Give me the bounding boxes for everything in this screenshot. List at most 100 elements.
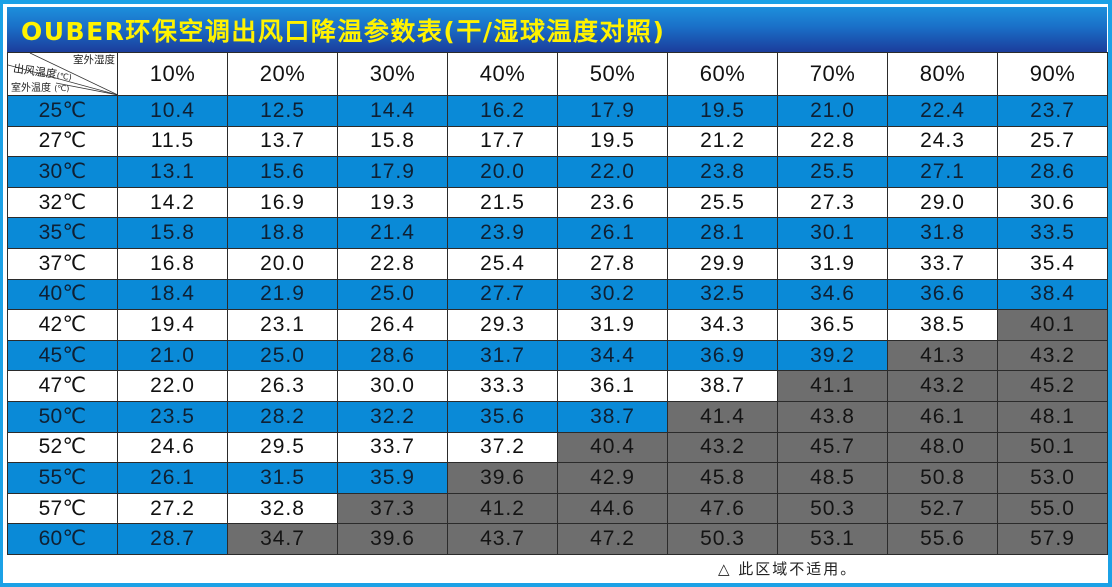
not-applicable-value-cell: 50.3 bbox=[777, 492, 888, 525]
table-row: 42℃ 19.4 23.1 26.4 29.3 31.9 34.3 36.5 38.5 40.1 bbox=[7, 309, 1108, 341]
footnote-not-applicable: △ 此区域不适用。 bbox=[718, 560, 858, 578]
outdoor-temperature-cell: 27℃ bbox=[7, 125, 118, 158]
title-bar: OUBER环保空调出风口降温参数表(干/湿球温度对照) bbox=[7, 7, 1107, 52]
outlet-temperature-cell: 23.8 bbox=[667, 156, 778, 188]
outlet-temperature-cell: 20.0 bbox=[447, 156, 558, 188]
outlet-temperature-cell: 27.3 bbox=[777, 186, 888, 219]
outlet-temperature-cell: 17.7 bbox=[447, 125, 558, 158]
humidity-header: 20% bbox=[227, 52, 338, 96]
page-title: OUBER环保空调出风口降温参数表(干/湿球温度对照) bbox=[21, 16, 666, 46]
outdoor-temperature-cell: 45℃ bbox=[7, 339, 118, 372]
outlet-temperature-cell: 25.0 bbox=[337, 278, 448, 311]
outlet-temperature-cell: 21.2 bbox=[667, 125, 778, 158]
not-applicable-value-cell: 39.6 bbox=[447, 462, 558, 494]
not-applicable-value-cell: 41.4 bbox=[667, 400, 778, 433]
humidity-header: 80% bbox=[887, 52, 998, 96]
outdoor-temperature-cell: 25℃ bbox=[7, 95, 118, 127]
not-applicable-value-cell: 53.0 bbox=[997, 462, 1108, 494]
outlet-temperature-cell: 16.2 bbox=[447, 95, 558, 127]
outlet-temperature-cell: 31.5 bbox=[227, 462, 338, 494]
outdoor-temperature-cell: 37℃ bbox=[7, 247, 118, 280]
outlet-temperature-cell: 14.2 bbox=[117, 186, 228, 219]
outdoor-humidity-label: 室外湿度 bbox=[73, 54, 115, 66]
outlet-temperature-cell: 21.9 bbox=[227, 278, 338, 311]
outlet-temperature-cell: 33.7 bbox=[887, 247, 998, 280]
table-row: 30℃ 13.1 15.6 17.9 20.0 22.0 23.8 25.5 27.1 28.6 bbox=[7, 156, 1108, 188]
outlet-temperature-cell: 33.7 bbox=[337, 431, 448, 464]
not-applicable-value-cell: 37.3 bbox=[337, 492, 448, 525]
outlet-temperature-cell: 25.5 bbox=[777, 156, 888, 188]
humidity-header: 10% bbox=[117, 52, 228, 96]
outlet-temperature-unit: (℃) bbox=[56, 71, 73, 83]
outdoor-temperature-text: 室外温度 bbox=[11, 83, 51, 94]
table-row: 50℃ 23.5 28.2 32.2 35.6 38.7 41.4 43.8 46.1 48.1 bbox=[7, 400, 1108, 433]
humidity-header: 40% bbox=[447, 52, 558, 96]
table-row: 52℃ 24.6 29.5 33.7 37.2 40.4 43.2 45.7 48.0 50.1 bbox=[7, 431, 1108, 464]
outlet-temperature-cell: 15.6 bbox=[227, 156, 338, 188]
not-applicable-value-cell: 52.7 bbox=[887, 492, 998, 525]
outlet-temperature-cell: 19.4 bbox=[117, 309, 228, 341]
outlet-temperature-cell: 25.5 bbox=[667, 186, 778, 219]
outlet-temperature-cell: 35.6 bbox=[447, 400, 558, 433]
outdoor-temperature-cell: 50℃ bbox=[7, 400, 118, 433]
outlet-temperature-cell: 30.0 bbox=[337, 370, 448, 402]
outlet-temperature-cell: 13.7 bbox=[227, 125, 338, 158]
not-applicable-value-cell: 41.2 bbox=[447, 492, 558, 525]
outlet-temperature-cell: 36.6 bbox=[887, 278, 998, 311]
outlet-temperature-cell: 33.3 bbox=[447, 370, 558, 402]
humidity-header: 50% bbox=[557, 52, 668, 96]
table-row: 60℃ 28.7 34.7 39.6 43.7 47.2 50.3 53.1 55.6 57.9 bbox=[7, 523, 1108, 555]
not-applicable-value-cell: 47.2 bbox=[557, 523, 668, 555]
outlet-temperature-cell: 22.0 bbox=[557, 156, 668, 188]
outlet-temperature-cell: 33.5 bbox=[997, 217, 1108, 249]
outlet-temperature-cell: 29.9 bbox=[667, 247, 778, 280]
outlet-temperature-cell: 21.5 bbox=[447, 186, 558, 219]
outlet-temperature-cell: 29.5 bbox=[227, 431, 338, 464]
not-applicable-value-cell: 43.2 bbox=[887, 370, 998, 402]
table-row: 47℃ 22.0 26.3 30.0 33.3 36.1 38.7 41.1 43.2 45.2 bbox=[7, 370, 1108, 402]
outlet-temperature-cell: 29.3 bbox=[447, 309, 558, 341]
outlet-temperature-cell: 21.4 bbox=[337, 217, 448, 249]
corner-header-cell: 室外湿度 出风温度(℃) 室外温度 (℃) bbox=[7, 52, 118, 96]
outdoor-temperature-cell: 30℃ bbox=[7, 156, 118, 188]
table-row: 37℃ 16.8 20.0 22.8 25.4 27.8 29.9 31.9 33.7 35.4 bbox=[7, 247, 1108, 280]
outlet-temperature-cell: 36.5 bbox=[777, 309, 888, 341]
outlet-temperature-cell: 16.8 bbox=[117, 247, 228, 280]
outlet-temperature-cell: 21.0 bbox=[117, 339, 228, 372]
outlet-temperature-cell: 20.0 bbox=[227, 247, 338, 280]
not-applicable-value-cell: 45.7 bbox=[777, 431, 888, 464]
outlet-temperature-cell: 17.9 bbox=[557, 95, 668, 127]
not-applicable-value-cell: 50.3 bbox=[667, 523, 778, 555]
outlet-temperature-cell: 35.9 bbox=[337, 462, 448, 494]
outlet-temperature-cell: 19.5 bbox=[667, 95, 778, 127]
outdoor-temperature-cell: 40℃ bbox=[7, 278, 118, 311]
outlet-temperature-cell: 34.6 bbox=[777, 278, 888, 311]
outlet-temperature-cell: 28.6 bbox=[997, 156, 1108, 188]
not-applicable-value-cell: 43.2 bbox=[667, 431, 778, 464]
outdoor-temperature-unit: (℃) bbox=[54, 84, 70, 93]
table-row: 32℃ 14.2 16.9 19.3 21.5 23.6 25.5 27.3 29.0 30.6 bbox=[7, 186, 1108, 219]
outlet-temperature-cell: 27.7 bbox=[447, 278, 558, 311]
not-applicable-value-cell: 48.0 bbox=[887, 431, 998, 464]
not-applicable-value-cell: 46.1 bbox=[887, 400, 998, 433]
humidity-header: 90% bbox=[997, 52, 1108, 96]
outlet-temperature-cell: 31.8 bbox=[887, 217, 998, 249]
outlet-temperature-cell: 26.1 bbox=[117, 462, 228, 494]
outlet-temperature-cell: 23.5 bbox=[117, 400, 228, 433]
outlet-temperature-cell: 19.3 bbox=[337, 186, 448, 219]
outlet-temperature-cell: 24.6 bbox=[117, 431, 228, 464]
outlet-temperature-cell: 28.6 bbox=[337, 339, 448, 372]
outlet-temperature-cell: 22.8 bbox=[337, 247, 448, 280]
outlet-temperature-cell: 19.5 bbox=[557, 125, 668, 158]
outlet-temperature-cell: 22.8 bbox=[777, 125, 888, 158]
not-applicable-value-cell: 40.4 bbox=[557, 431, 668, 464]
not-applicable-value-cell: 47.6 bbox=[667, 492, 778, 525]
cooling-parameter-table: 室外湿度 出风温度(℃) 室外温度 (℃) 10% 20% 30% 40% 50… bbox=[7, 52, 1108, 555]
outlet-temperature-cell: 23.6 bbox=[557, 186, 668, 219]
not-applicable-value-cell: 41.3 bbox=[887, 339, 998, 372]
outdoor-temperature-cell: 60℃ bbox=[7, 523, 118, 555]
not-applicable-value-cell: 43.7 bbox=[447, 523, 558, 555]
outlet-temperature-cell: 30.1 bbox=[777, 217, 888, 249]
outlet-temperature-cell: 21.0 bbox=[777, 95, 888, 127]
outlet-temperature-cell: 14.4 bbox=[337, 95, 448, 127]
